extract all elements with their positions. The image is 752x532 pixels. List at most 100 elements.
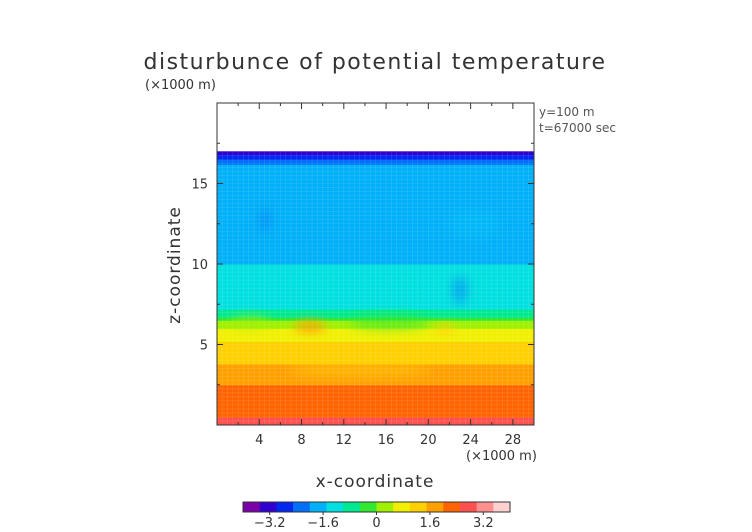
field-band: [217, 346, 534, 349]
field-band: [217, 167, 534, 170]
field-band: [217, 177, 534, 180]
field-band: [217, 307, 534, 310]
field-band: [217, 384, 534, 387]
x-axis-label: x-coordinate: [316, 472, 435, 492]
field-band: [217, 259, 534, 262]
field-band: [217, 255, 534, 259]
field-band: [217, 381, 534, 384]
field-band: [217, 379, 534, 383]
field-band: [217, 275, 534, 278]
field-band: [217, 344, 534, 347]
field-band: [217, 399, 534, 402]
field-band: [217, 349, 534, 352]
field-band: [217, 386, 534, 389]
field-band: [217, 252, 534, 255]
field-band: [217, 310, 534, 313]
field-band: [217, 223, 534, 226]
field-band: [217, 244, 534, 247]
field-band: [217, 305, 534, 309]
field-band: [217, 350, 534, 354]
field-band: [217, 291, 534, 294]
field-band: [217, 181, 534, 185]
field-band: [217, 193, 534, 196]
y-tick-label: 10: [191, 258, 208, 273]
x-tick-label: 12: [336, 433, 353, 448]
field-band: [217, 270, 534, 273]
field-band: [217, 194, 534, 197]
colorbar-segment: [276, 502, 294, 512]
field-band: [217, 183, 534, 186]
colorbar: [243, 502, 511, 512]
field-band: [217, 257, 534, 260]
colorbar-segment: [459, 502, 478, 512]
field-band: [217, 151, 534, 154]
field-band: [217, 376, 534, 379]
field-band: [217, 283, 534, 286]
green-patch: [350, 314, 430, 330]
colorbar-segment: [243, 502, 261, 512]
field-grid: [217, 151, 534, 425]
colorbar-segment: [426, 502, 444, 512]
field-band: [217, 288, 534, 291]
colorbar-segment: [493, 502, 511, 512]
field-band: [217, 347, 534, 350]
field-band: [217, 228, 534, 231]
field-band: [217, 215, 534, 218]
field-band: [217, 408, 534, 412]
field-band: [217, 201, 534, 204]
field-band: [217, 407, 534, 410]
field-band: [217, 304, 534, 307]
field-band: [217, 178, 534, 181]
field-band: [217, 159, 534, 162]
field-band: [217, 272, 534, 275]
colorbar-segment: [443, 502, 461, 512]
field-band: [217, 165, 534, 168]
annotation-t: t=67000 sec: [539, 121, 616, 135]
field-band: [217, 378, 534, 381]
field-band: [217, 360, 534, 363]
field-band: [217, 423, 534, 425]
field-band: [217, 218, 534, 222]
colorbar-segment: [343, 502, 361, 512]
field-band: [217, 225, 534, 228]
field-texture: [230, 199, 501, 377]
x-tick-label: 4: [255, 433, 263, 448]
field-band: [217, 220, 534, 223]
field-band: [217, 235, 534, 238]
field-band: [217, 341, 534, 344]
field-band: [217, 196, 534, 199]
field-band: [217, 204, 534, 207]
colorbar-segment: [409, 502, 427, 512]
field-band: [217, 389, 534, 392]
field-band: [217, 281, 534, 284]
colorbar-segment: [359, 502, 377, 512]
field-band: [217, 186, 534, 189]
field-band: [217, 294, 534, 297]
field-band: [217, 339, 534, 342]
field-band: [217, 154, 534, 157]
field-band: [217, 412, 534, 415]
field-band: [217, 251, 534, 254]
field-band: [217, 297, 534, 301]
field-band: [217, 286, 534, 289]
warm-blob: [435, 325, 455, 335]
x-tick-label: 24: [462, 433, 479, 448]
field-band: [217, 210, 534, 214]
field-band: [217, 396, 534, 399]
field-band: [217, 173, 534, 177]
field-band: [217, 404, 534, 407]
cyan-patch: [449, 211, 501, 239]
field-band: [217, 392, 534, 396]
field-band: [217, 169, 534, 172]
plot-area: [217, 151, 534, 425]
field-band: [217, 328, 534, 331]
field-band: [217, 383, 534, 386]
colorbar-tick-label: −3.2: [254, 516, 286, 531]
field-band: [217, 189, 534, 193]
colorbar-tick-label: −1.6: [307, 516, 339, 531]
x-tick-label: 20: [420, 433, 437, 448]
field-band: [217, 330, 534, 333]
field-band: [217, 334, 534, 338]
field-band: [217, 413, 534, 416]
